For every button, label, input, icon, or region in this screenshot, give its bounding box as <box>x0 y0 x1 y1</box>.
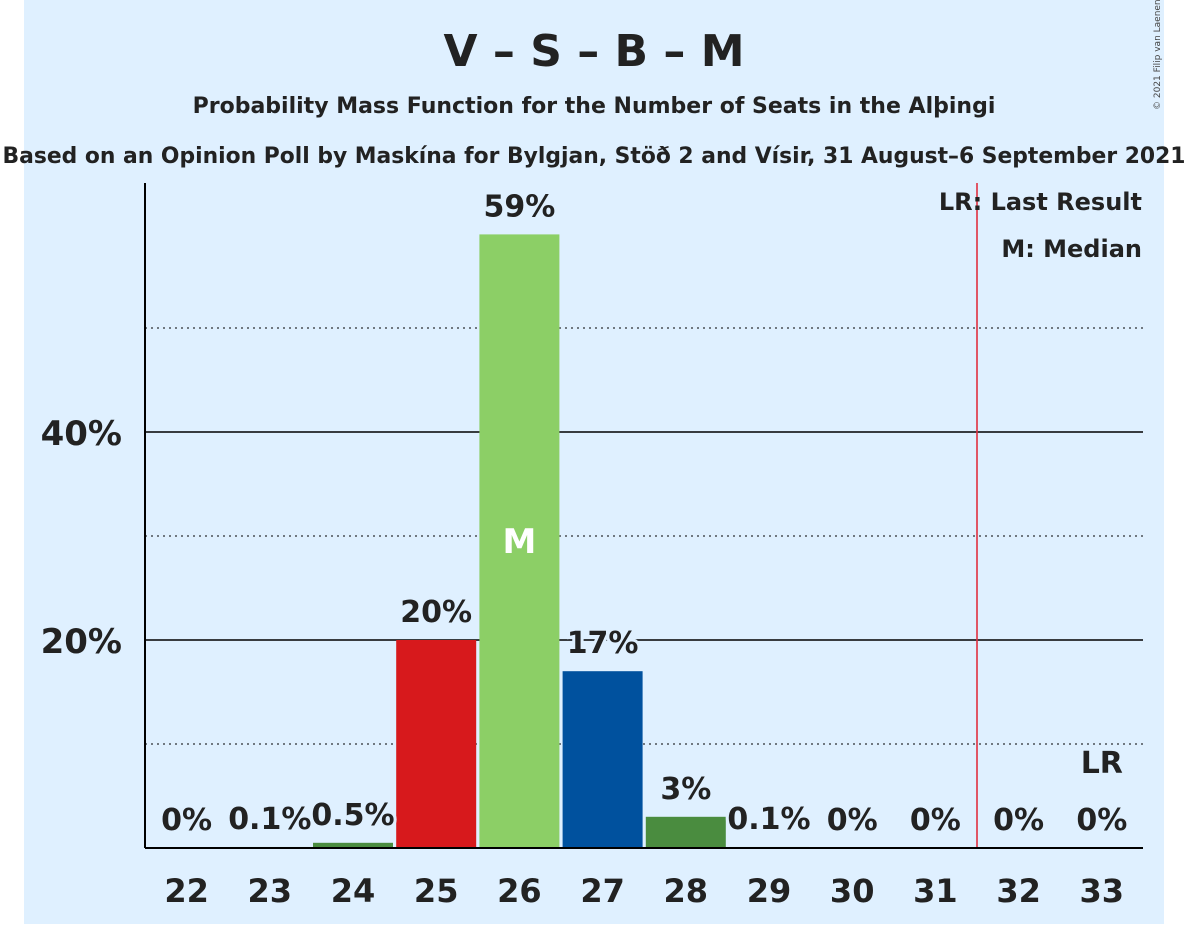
bars <box>229 234 809 848</box>
median-marker: M <box>502 522 536 562</box>
value-label: 3% <box>660 772 711 807</box>
value-label: 0% <box>1076 803 1127 838</box>
bar-27 <box>562 671 643 848</box>
x-tick-label: 24 <box>331 872 376 910</box>
value-label: 0% <box>827 803 878 838</box>
chart-subtitle: Probability Mass Function for the Number… <box>193 94 996 119</box>
value-label: 20% <box>400 595 472 630</box>
x-tick-label: 28 <box>664 872 709 910</box>
chart-subtitle-source: Based on an Opinion Poll by Maskína for … <box>3 144 1186 169</box>
x-tick-label: 32 <box>996 872 1041 910</box>
value-label: 59% <box>483 189 555 224</box>
y-tick-label: 40% <box>41 414 122 454</box>
x-tick-label: 30 <box>830 872 875 910</box>
x-tick-label: 26 <box>497 872 542 910</box>
x-tick-label: 33 <box>1080 872 1125 910</box>
x-tick-label: 25 <box>414 872 459 910</box>
value-label: 0% <box>161 803 212 838</box>
bar-25 <box>396 640 477 848</box>
bar-24 <box>313 842 393 848</box>
axes: 20% 40% 22 23 24 25 26 27 28 29 30 31 32 33 <box>41 183 1143 910</box>
value-label: 0% <box>910 803 961 838</box>
legend-last-result: LR: Last Result <box>939 188 1142 216</box>
value-label: 0% <box>993 803 1044 838</box>
x-tick-label: 27 <box>580 872 625 910</box>
value-label: 0.1% <box>228 802 311 837</box>
last-result-marker: LR <box>1081 746 1123 781</box>
x-tick-label: 31 <box>913 872 958 910</box>
value-label: 0.5% <box>311 798 394 833</box>
gridlines <box>145 183 1143 848</box>
value-label: 17% <box>567 626 639 661</box>
bar-28 <box>645 816 726 848</box>
copyright-note: © 2021 Filip van Laenen <box>1153 0 1163 110</box>
x-tick-label: 29 <box>747 872 792 910</box>
legend: LR: Last Result M: Median <box>939 188 1142 263</box>
value-label: 0.1% <box>727 802 810 837</box>
legend-median: M: Median <box>1001 235 1142 263</box>
y-tick-label: 20% <box>41 622 122 662</box>
x-tick-label: 22 <box>164 872 209 910</box>
value-labels: 0% 0.1% 0.5%20%59%17%3%0.1% 0% 0% 0% 0%MLR <box>158 186 1130 841</box>
chart-title: V – S – B – M <box>444 26 745 77</box>
bar-26 <box>479 234 560 848</box>
x-tick-label: 23 <box>248 872 293 910</box>
